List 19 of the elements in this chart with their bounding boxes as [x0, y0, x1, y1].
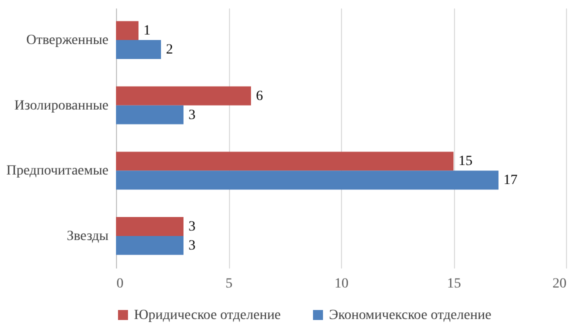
- x-tick-label: 10: [334, 276, 348, 292]
- data-label: 15: [458, 154, 472, 170]
- x-tick-label: 0: [116, 276, 124, 292]
- data-label: 1: [144, 24, 150, 39]
- legend-label: Экономичекское отделение: [329, 308, 492, 323]
- y-tick-label: Звезды: [66, 228, 110, 244]
- y-tick-label: Предпочитаемые: [6, 164, 108, 179]
- data-label: 3: [188, 108, 196, 123]
- x-tick-label: 5: [226, 276, 232, 292]
- data-label: 6: [256, 88, 263, 104]
- data-label: 3: [188, 238, 196, 254]
- data-label: 17: [504, 173, 518, 188]
- data-label: 2: [166, 42, 173, 58]
- legend-label: Юридическое отделение: [134, 308, 281, 323]
- data-label: 3: [188, 220, 196, 235]
- y-tick-label: Отверженные: [26, 33, 108, 48]
- y-tick-label: Изолированные: [14, 98, 108, 114]
- x-tick-label: 15: [447, 276, 461, 292]
- x-tick-label: 20: [552, 276, 566, 292]
